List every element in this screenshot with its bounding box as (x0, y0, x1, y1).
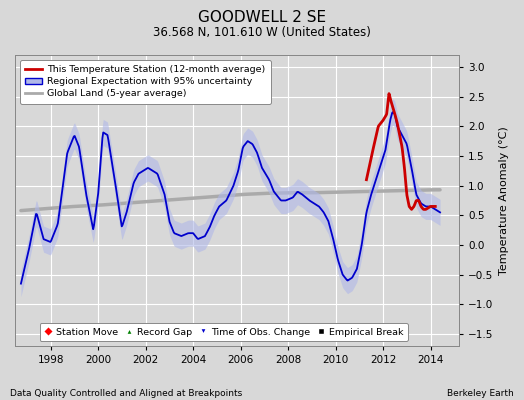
Text: Data Quality Controlled and Aligned at Breakpoints: Data Quality Controlled and Aligned at B… (10, 389, 243, 398)
Y-axis label: Temperature Anomaly (°C): Temperature Anomaly (°C) (499, 126, 509, 275)
Text: GOODWELL 2 SE: GOODWELL 2 SE (198, 10, 326, 25)
Legend: Station Move, Record Gap, Time of Obs. Change, Empirical Break: Station Move, Record Gap, Time of Obs. C… (39, 323, 408, 341)
Text: 36.568 N, 101.610 W (United States): 36.568 N, 101.610 W (United States) (153, 26, 371, 39)
Text: Berkeley Earth: Berkeley Earth (447, 389, 514, 398)
